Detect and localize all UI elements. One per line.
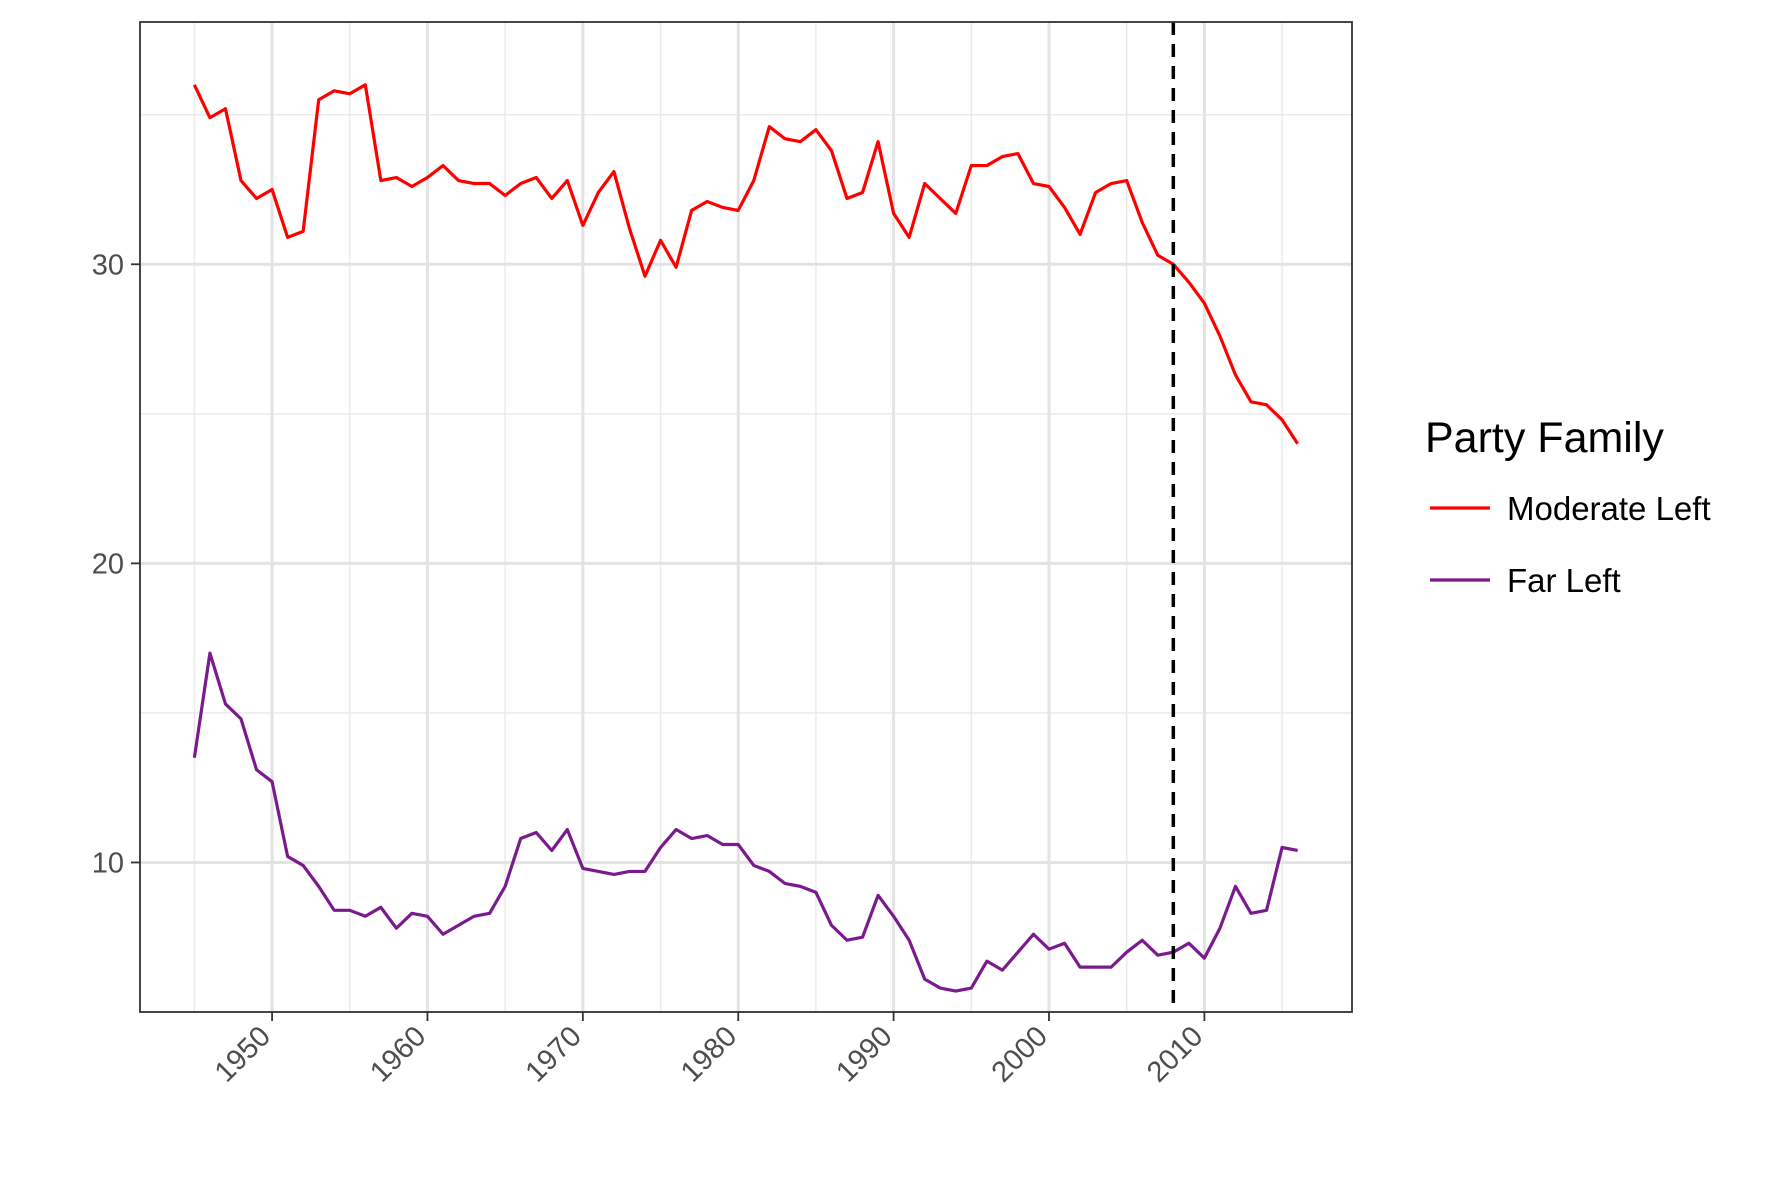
plot-border: [139, 21, 1353, 1013]
x-tick-label: 1970: [520, 1020, 588, 1088]
legend: Party Family Moderate Left Far Left: [1425, 414, 1711, 599]
y-tick-label: 20: [92, 548, 124, 580]
x-tick-label: 1950: [209, 1020, 277, 1088]
series-line-moderate-left: [192, 83, 1299, 445]
series-lines: [192, 83, 1299, 993]
y-tick-label: 10: [92, 847, 124, 879]
x-tick-label: 2010: [1141, 1020, 1209, 1088]
x-tick-label: 2000: [986, 1020, 1054, 1088]
x-tick-label: 1990: [830, 1020, 898, 1088]
x-tick-label: 1980: [675, 1020, 743, 1088]
x-tick-label: 1960: [364, 1020, 432, 1088]
series-line-far-left: [192, 651, 1298, 993]
legend-label-far-left: Far Left: [1507, 562, 1621, 599]
legend-title: Party Family: [1425, 414, 1664, 462]
plot-background: [140, 22, 1352, 1012]
y-axis: 10 20 30: [92, 249, 140, 879]
y-tick-label: 30: [92, 249, 124, 281]
x-axis: 1950 1960 1970 1980 1990 2000 2010: [209, 1012, 1209, 1089]
legend-label-moderate-left: Moderate Left: [1507, 490, 1711, 527]
